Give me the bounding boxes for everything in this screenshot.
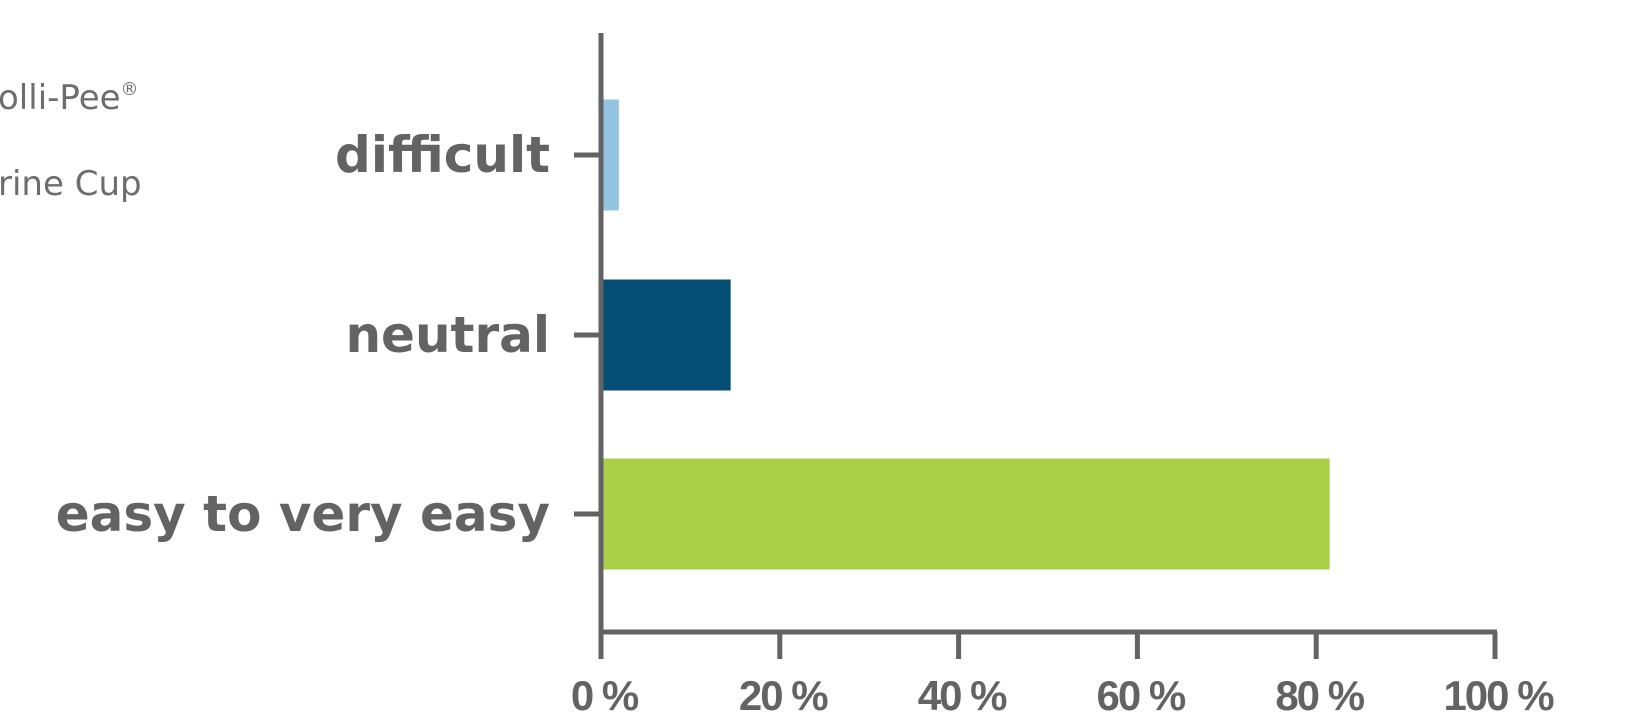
x-tick-label: 40 % — [918, 672, 1007, 718]
x-tick-label: 80 % — [1275, 672, 1364, 718]
x-tick-label: 60 % — [1097, 672, 1186, 718]
legend-item-2-label: rine Cup — [0, 164, 142, 204]
bar-neutral — [601, 279, 731, 391]
x-tick-label: 0 % — [571, 672, 639, 718]
legend-item-1-label: olli-Pee — [0, 78, 121, 118]
registered-mark: ® — [120, 79, 139, 100]
bar-difficult — [601, 99, 619, 211]
legend-item-1: olli-Pee® — [0, 78, 139, 118]
y-tick-label: difficult — [335, 126, 550, 184]
y-tick-label: easy to very easy — [56, 485, 550, 543]
bar-easy-to-very-easy — [601, 458, 1330, 570]
x-tick-label: 100 % — [1443, 672, 1554, 718]
x-tick-label: 20 % — [739, 672, 828, 718]
legend-item-2: rine Cup — [0, 164, 142, 204]
y-tick-label: neutral — [345, 306, 550, 364]
